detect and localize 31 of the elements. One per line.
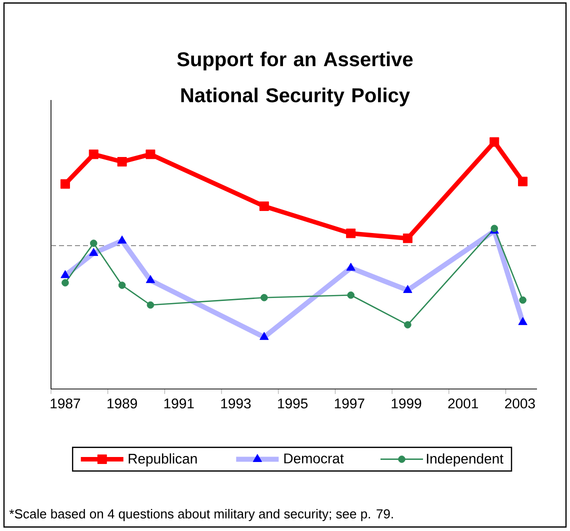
point: [404, 321, 412, 328]
chart-title: Support for an Assertive National Security Policy: [177, 52, 413, 106]
point: [60, 179, 70, 189]
x-tick-label: 2003: [505, 398, 535, 408]
point: [490, 137, 500, 147]
point: [346, 228, 356, 238]
x-tick-label: 1995: [278, 398, 308, 408]
point: [260, 294, 268, 302]
x-tick-label: 1987: [50, 398, 80, 408]
x-tick-label: 1993: [221, 398, 251, 408]
point: [90, 240, 98, 247]
x-tick-label: 1997: [334, 398, 364, 408]
point: [146, 150, 156, 160]
point: [347, 291, 354, 299]
x-tick-label: 1999: [392, 398, 422, 408]
point: [146, 301, 154, 309]
legend-label: Independent: [426, 453, 504, 466]
x-tick-label: 1989: [108, 398, 137, 408]
point: [519, 296, 526, 304]
point: [259, 201, 269, 211]
legend-label: Democrat: [284, 454, 344, 464]
point: [117, 157, 127, 166]
point: [402, 234, 412, 244]
x-tick-label: 1991: [164, 398, 194, 408]
legend-label: Republican: [128, 453, 197, 466]
point: [88, 150, 98, 160]
point: [62, 279, 69, 286]
point: [118, 282, 126, 289]
text: *Scale based on 4 questions about military and security; see p. 79.: [9, 508, 393, 522]
x-tick-label: 2001: [448, 398, 478, 408]
point: [518, 176, 528, 186]
